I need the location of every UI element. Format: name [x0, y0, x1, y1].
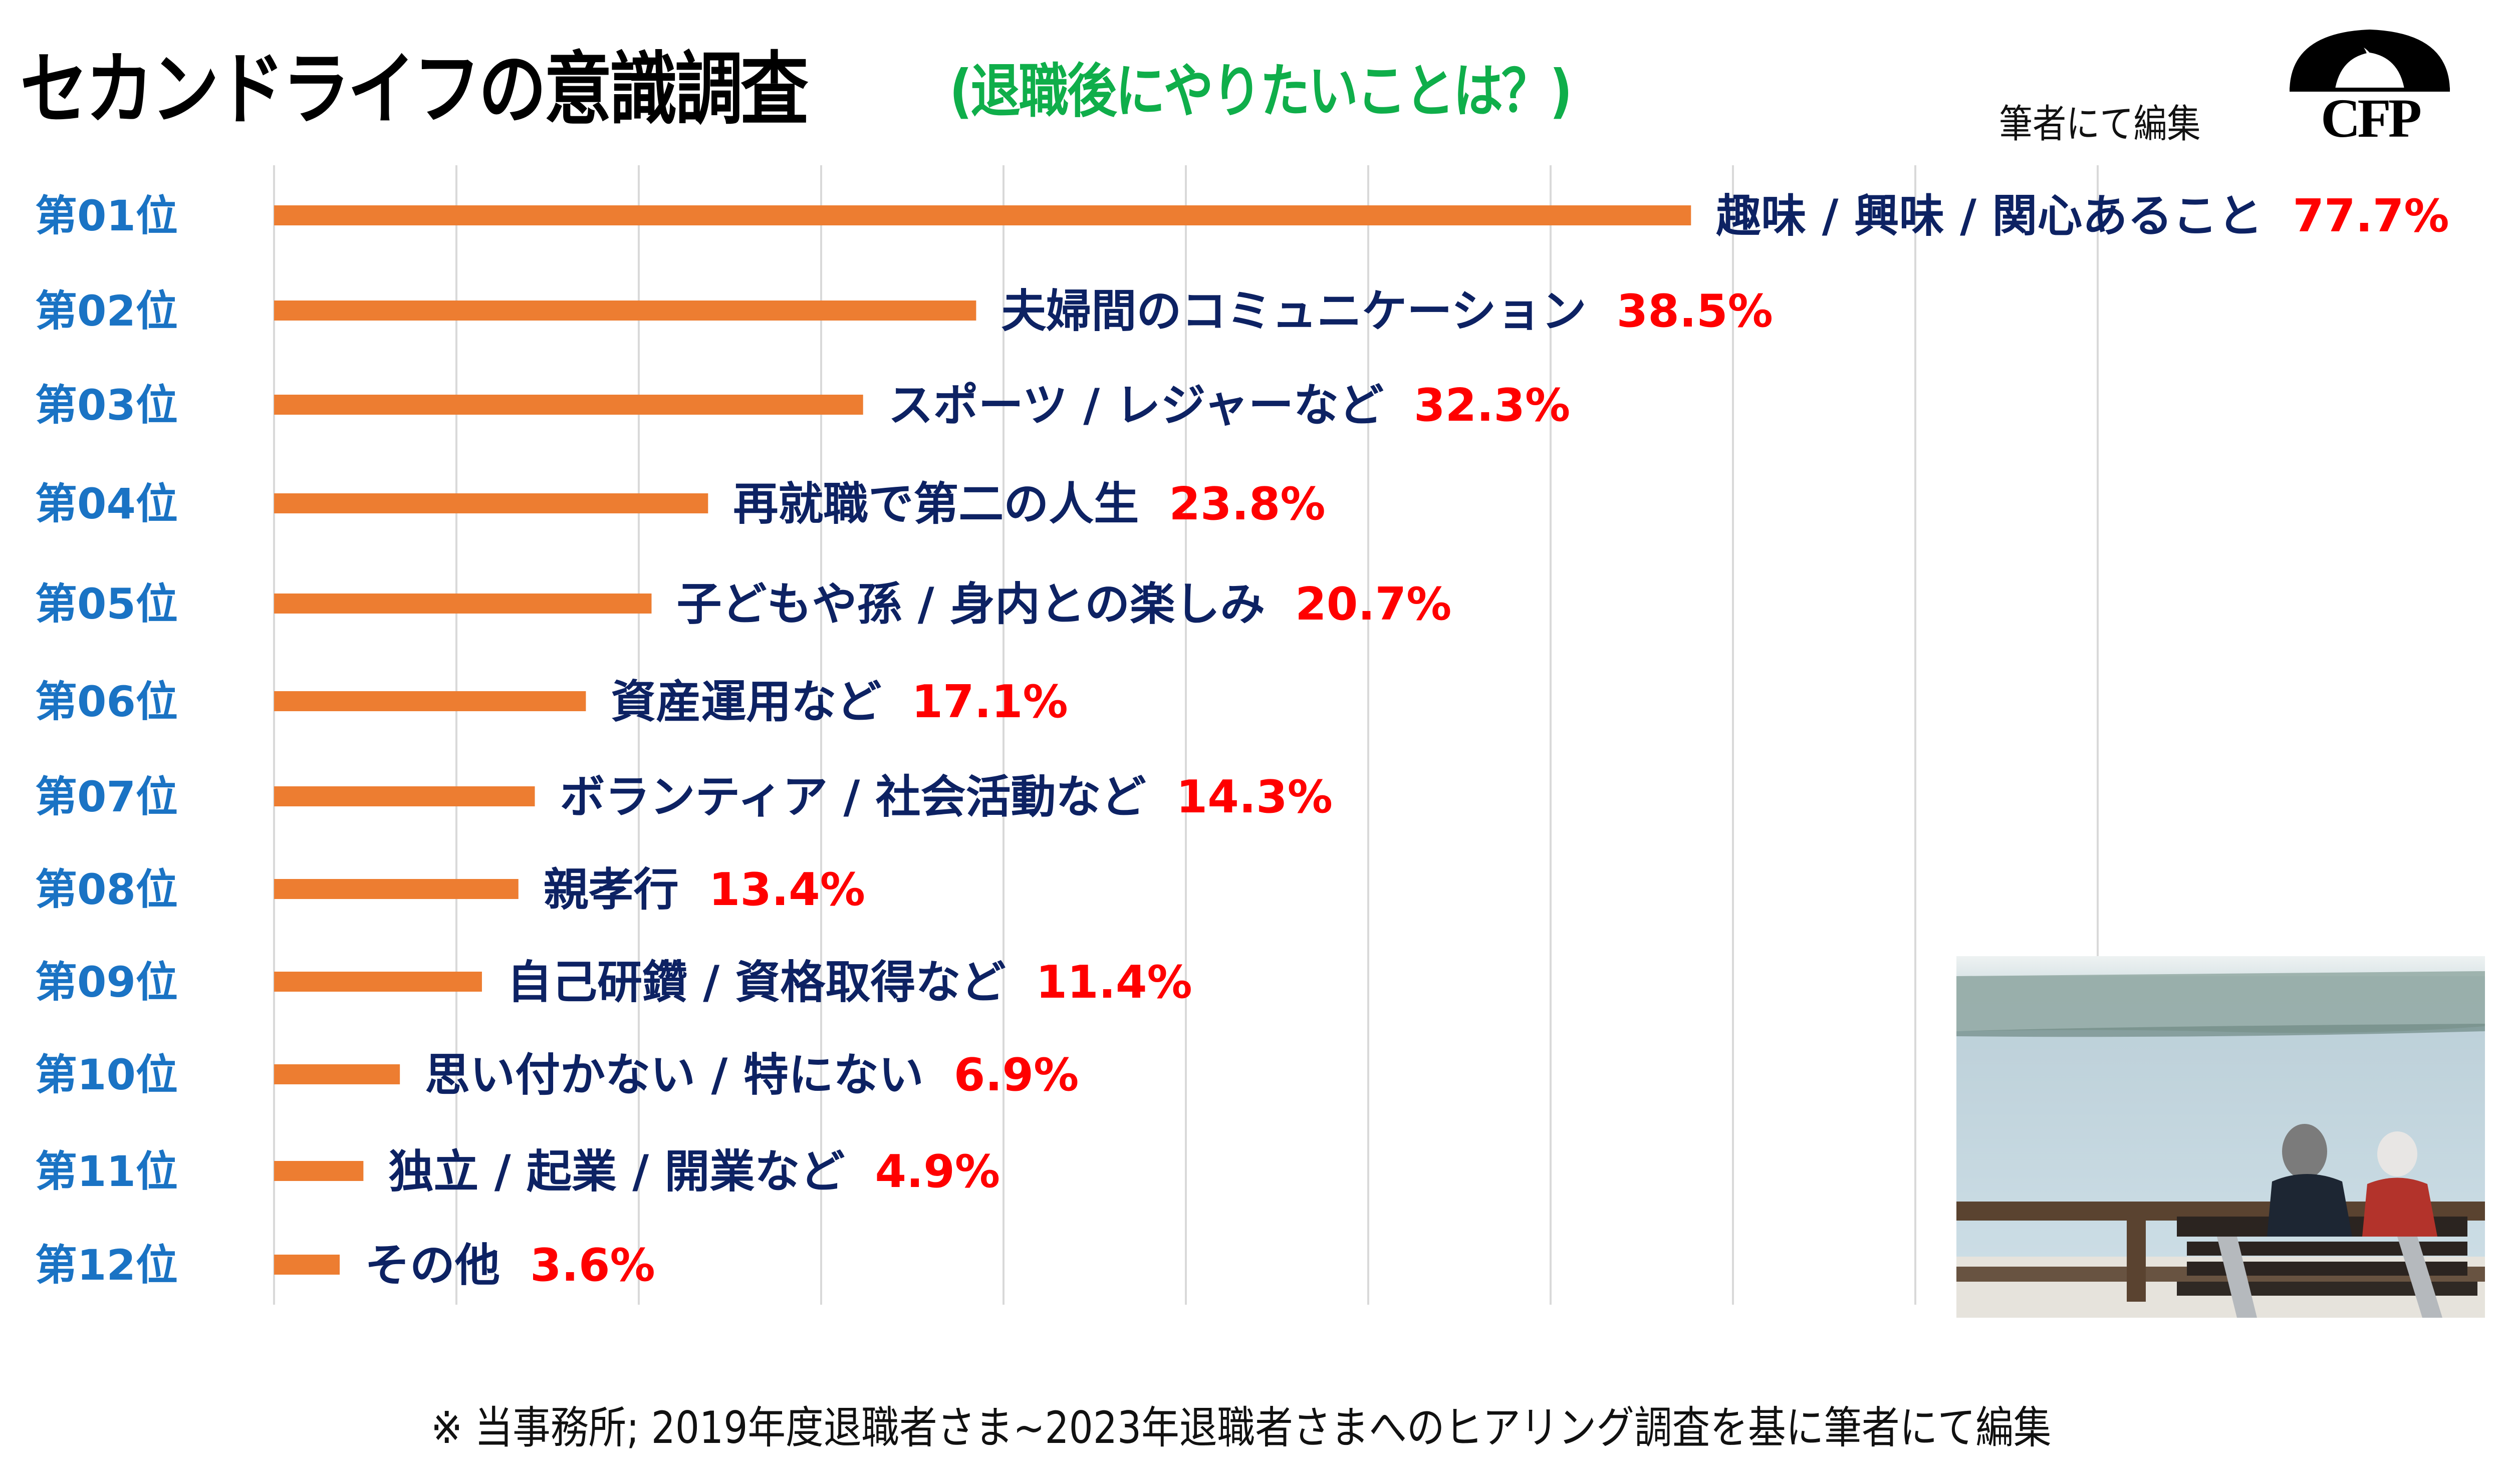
bar [274, 1161, 364, 1181]
cfp-logo-text: CFP [2321, 88, 2422, 149]
rank-label: 第07位 [35, 772, 178, 821]
source-footnote: ※ 当事務所; 2019年度退職者さま~2023年退職者さまへのヒアリング調査を… [431, 1402, 2052, 1453]
category-label: 資産運用など [611, 676, 881, 728]
gridlines [273, 165, 2099, 1305]
rank-label: 第09位 [35, 958, 178, 1007]
category-label: 自己研鑽 / 資格取得など [507, 956, 1006, 1009]
value-label: 32.3% [1414, 379, 1570, 432]
category-label: その他 [365, 1239, 500, 1292]
bar [274, 205, 1691, 225]
value-label: 4.9% [875, 1145, 1000, 1198]
photo-couple-bench-image [1956, 956, 2485, 1318]
cfp-flame-arch-icon [2290, 30, 2450, 92]
page-title: セカンドライフの意識調査 [20, 44, 809, 136]
bar [274, 1255, 340, 1275]
category-label: ボランティア / 社会活動など [560, 771, 1146, 823]
bar [274, 879, 519, 899]
category-label: 趣味 / 興味 / 関心あること [1716, 190, 2263, 242]
value-label: 13.4% [709, 863, 865, 916]
category-label: 親孝行 [544, 863, 679, 916]
labels: 第01位 趣味 / 興味 / 関心あること 77.7% 第02位 夫婦間のコミュニケーシ… [35, 190, 2449, 1292]
editor-credit: 筆者にて編集 [1999, 102, 2201, 147]
category-label: 再就職で第二の人生 [733, 478, 1139, 530]
rank-label: 第12位 [35, 1241, 178, 1290]
bar [274, 786, 535, 806]
bar [274, 593, 652, 614]
rank-label: 第02位 [35, 286, 178, 336]
rank-label: 第01位 [35, 191, 178, 240]
value-label: 11.4% [1036, 956, 1192, 1009]
bar [274, 972, 482, 992]
cfp-logo: CFP [2280, 28, 2460, 149]
value-label: 14.3% [1176, 771, 1333, 823]
value-label: 17.1% [911, 676, 1068, 728]
value-label: 6.9% [954, 1049, 1079, 1101]
rank-label: 第11位 [35, 1147, 178, 1196]
category-label: 思い付かない / 特にない [425, 1049, 924, 1101]
value-label: 20.7% [1295, 578, 1451, 631]
value-label: 23.8% [1169, 478, 1325, 530]
bar [274, 493, 708, 513]
value-label: 77.7% [2293, 190, 2449, 242]
category-label: 子どもや孫 / 身内との楽しみ [676, 578, 1265, 631]
bar [274, 691, 586, 711]
rank-label: 第05位 [35, 579, 178, 629]
bar [274, 395, 863, 415]
rank-label: 第04位 [35, 479, 178, 528]
photo-couple-bench [1956, 956, 2485, 1318]
value-label: 3.6% [530, 1239, 655, 1292]
bars [274, 205, 1691, 1275]
page-subtitle: (退職後にやりたいことは？) [949, 58, 1573, 125]
category-label: 独立 / 起業 / 開業など [388, 1145, 845, 1198]
bar [274, 1064, 400, 1084]
rank-label: 第08位 [35, 865, 178, 914]
rank-label: 第06位 [35, 677, 178, 726]
value-label: 38.5% [1617, 285, 1773, 338]
category-label: スポーツ / レジャーなど [888, 379, 1384, 432]
rank-label: 第03位 [35, 381, 178, 430]
rank-label: 第10位 [35, 1050, 178, 1099]
bar [274, 301, 976, 321]
category-label: 夫婦間のコミュニケーション [1001, 285, 1586, 338]
